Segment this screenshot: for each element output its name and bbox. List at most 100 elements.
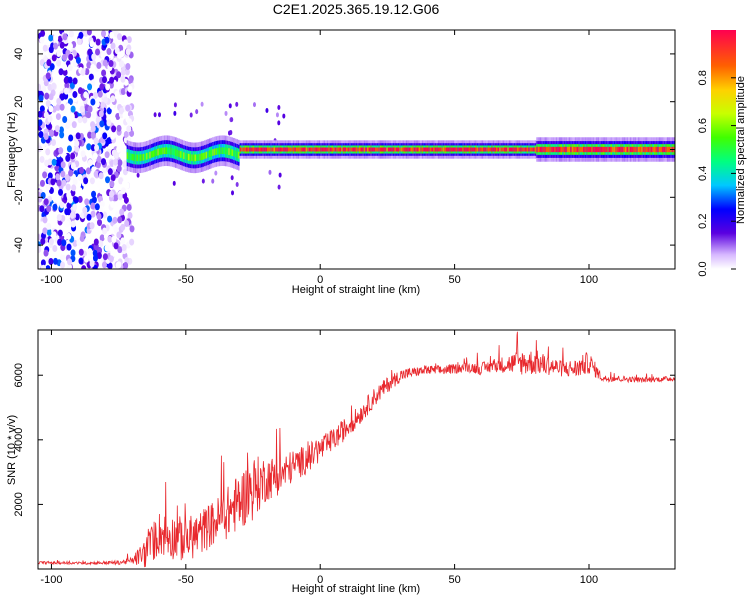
heatmap-cell (231, 149, 234, 156)
heatmap-cell (516, 147, 519, 152)
heatmap-cell (441, 147, 443, 152)
heatmap-cell (458, 147, 461, 152)
heatmap-cell (118, 177, 124, 185)
heatmap-cell (45, 265, 51, 269)
heatmap-cell (247, 147, 250, 152)
heatmap-cell (56, 97, 62, 105)
heatmap-cell (157, 112, 161, 118)
heatmap-cell (258, 147, 261, 152)
heatmap-cell (127, 77, 133, 85)
heatmap-cell (77, 174, 83, 182)
heatmap-cell (83, 255, 89, 263)
heatmap-cell (155, 149, 158, 156)
heatmap-cell (96, 62, 102, 70)
heatmap-cell (277, 184, 281, 190)
heatmap-cell (278, 172, 282, 178)
heatmap-cell (320, 147, 322, 152)
heatmap-cell (129, 225, 135, 233)
heatmap-cell (153, 112, 157, 118)
heatmap-cell (178, 150, 180, 158)
heatmap-cell (71, 121, 77, 129)
heatmap-cell (481, 147, 484, 152)
heatmap-cell (597, 146, 600, 153)
heatmap-cell (183, 152, 185, 160)
heatmap-cell (51, 54, 57, 62)
heatmap-cell (93, 137, 99, 145)
heatmap-cell (125, 63, 131, 71)
heatmap-cell (84, 198, 90, 206)
heatmap-cell (125, 48, 131, 56)
heatmap-cell (39, 36, 45, 44)
heatmap-cell (38, 94, 44, 102)
heatmap-cell (211, 178, 215, 184)
heatmap-cell (128, 152, 130, 160)
heatmap-cell (362, 147, 364, 152)
heatmap-cell (444, 147, 446, 152)
heatmap-cell (81, 265, 87, 269)
heatmap-cell (660, 146, 663, 153)
heatmap-cell (79, 105, 85, 113)
heatmap-cell (331, 147, 334, 152)
heatmap-cell (51, 231, 57, 239)
heatmap-cell (120, 75, 126, 83)
x-tick-label: -50 (178, 574, 194, 586)
heatmap-cell (55, 113, 61, 121)
heatmap-cell (77, 187, 83, 195)
heatmap-cell (637, 146, 640, 153)
heatmap-cell (45, 72, 51, 80)
heatmap-cell (192, 154, 195, 162)
heatmap-cell (127, 85, 133, 93)
heatmap-cell (120, 88, 126, 96)
heatmap-cell (184, 152, 187, 160)
heatmap-cell (71, 184, 77, 192)
heatmap-cell (43, 249, 49, 257)
heatmap-cell (629, 146, 632, 153)
heatmap-cell (79, 234, 85, 242)
heatmap-cell (42, 216, 48, 224)
heatmap-cell (455, 147, 458, 152)
x-tick-label: 100 (580, 574, 598, 586)
heatmap-cell (562, 146, 564, 153)
heatmap-cell (533, 147, 535, 152)
heatmap-cell (287, 147, 290, 152)
heatmap-cell (91, 53, 97, 61)
heatmap-cell (117, 216, 123, 224)
heatmap-cell (224, 110, 228, 116)
heatmap-cell (642, 146, 645, 153)
heatmap-cell (67, 76, 73, 84)
heatmap-cell (80, 150, 86, 158)
heatmap-cell (386, 147, 388, 152)
heatmap-cell (89, 260, 95, 268)
heatmap-cell (566, 146, 569, 153)
heatmap-cell (418, 147, 421, 152)
heatmap-cell (67, 42, 73, 50)
heatmap-cell (214, 170, 218, 176)
heatmap-cell (111, 235, 117, 243)
heatmap-cell (263, 147, 266, 152)
heatmap-cell (70, 105, 76, 113)
heatmap-cell (591, 146, 593, 153)
heatmap-cell (541, 146, 543, 153)
heatmap-cell (478, 147, 480, 152)
heatmap-cell (103, 96, 109, 104)
heatmap-cell (518, 147, 521, 152)
x-tick-label: 50 (448, 574, 460, 586)
heatmap-cell (471, 147, 474, 152)
heatmap-cell (48, 105, 54, 113)
heatmap-cell (131, 153, 134, 161)
heatmap-cell (334, 147, 337, 152)
heatmap-cell (93, 238, 99, 246)
heatmap-cell (391, 147, 393, 152)
heatmap-cell (107, 235, 113, 243)
heatmap-cell (492, 147, 495, 152)
heatmap-cell (109, 190, 115, 198)
heatmap-cell (87, 247, 93, 255)
heatmap-cell (437, 147, 440, 152)
heatmap-cell (300, 147, 303, 152)
heatmap-cell (262, 147, 264, 152)
heatmap-cell (59, 201, 65, 209)
heatmap-cell (100, 158, 106, 166)
heatmap-cell (197, 154, 200, 161)
heatmap-cell (355, 147, 358, 152)
heatmap-cell (244, 147, 247, 152)
